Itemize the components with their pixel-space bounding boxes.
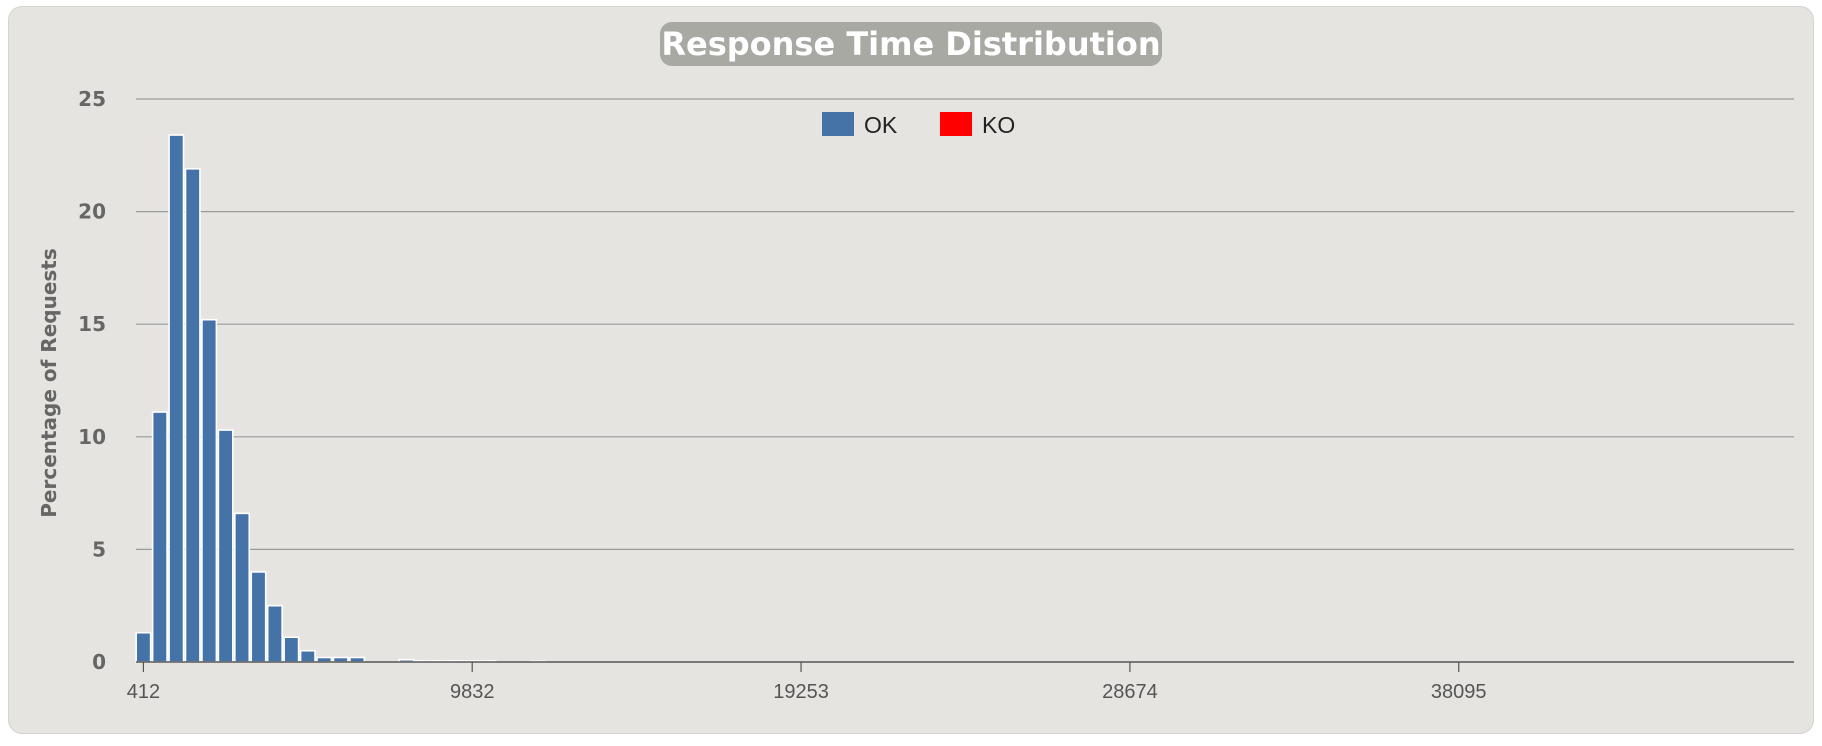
y-tick-label: 0 (92, 650, 106, 674)
x-tick-label: 412 (127, 681, 160, 703)
bar-ok[interactable] (151, 411, 168, 663)
y-tick-label: 25 (78, 87, 106, 111)
x-tick-label: 28674 (1102, 681, 1158, 703)
bar-ok[interactable] (299, 649, 316, 663)
y-tick-label: 10 (78, 425, 106, 449)
bar-ok[interactable] (201, 318, 218, 663)
legend-swatch (940, 112, 972, 136)
grid-lines (136, 98, 1794, 551)
bar-ok[interactable] (266, 604, 283, 663)
bar-ok[interactable] (283, 636, 300, 663)
x-tick-label: 19253 (773, 681, 829, 703)
chart-panel (8, 6, 1814, 734)
y-tick-label: 5 (92, 537, 106, 561)
bar-ok[interactable] (250, 571, 267, 663)
bar-ok[interactable] (135, 631, 152, 663)
chart-title: Response Time Distribution (660, 22, 1162, 66)
y-tick-label: 15 (78, 312, 106, 336)
legend-label: KO (982, 112, 1015, 138)
y-tick-label: 20 (78, 200, 106, 224)
tick-labels: 0 5 10 15 20 25 412 9832 19253 28674 38095 (78, 87, 1486, 703)
bars (135, 134, 546, 663)
axes (136, 661, 1794, 672)
bar-ok[interactable] (184, 168, 201, 663)
legend-label: OK (864, 112, 898, 138)
x-tick-label: 9832 (450, 681, 495, 703)
x-tick-label: 38095 (1431, 681, 1487, 703)
bar-ok[interactable] (217, 429, 234, 663)
legend[interactable]: OK KO (822, 112, 1015, 138)
legend-swatch (822, 112, 854, 136)
bar-ok[interactable] (234, 512, 251, 663)
legend-item-ko[interactable]: KO (940, 112, 1015, 138)
legend-item-ok[interactable]: OK (822, 112, 898, 138)
y-axis-label: Percentage of Requests (37, 248, 61, 518)
bar-ok[interactable] (168, 134, 185, 663)
